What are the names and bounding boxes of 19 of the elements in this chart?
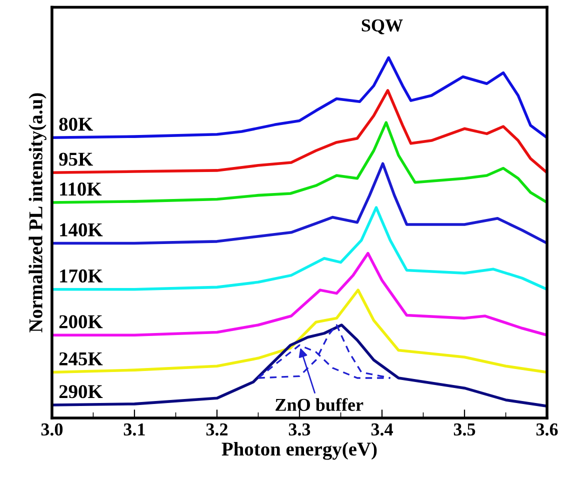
x-tick-label: 3.6	[536, 423, 558, 436]
x-tick-label: 3.3	[288, 423, 310, 436]
x-tick-label: 3.0	[41, 423, 63, 436]
series-label: 95K	[59, 152, 93, 166]
series-label: 110K	[60, 182, 102, 196]
series-label: 245K	[59, 352, 103, 366]
series-label: 80K	[59, 118, 93, 131]
x-tick-label: 3.1	[124, 423, 145, 436]
annotation: ZnO buffer	[276, 398, 364, 412]
x-tick-label: 3.4	[371, 423, 393, 436]
y-axis-title: Normalized PL intensity(a.u)	[28, 93, 46, 332]
x-tick-label: 3.2	[206, 423, 228, 436]
series-label: 200K	[59, 315, 103, 328]
annotation: SQW	[362, 19, 403, 34]
series-label: 290K	[59, 385, 103, 398]
series-label: 170K	[60, 269, 103, 283]
series-label: 140K	[60, 223, 103, 236]
x-axis-title: Photon energy(eV)	[222, 442, 377, 460]
x-tick-label: 3.5	[454, 423, 476, 436]
